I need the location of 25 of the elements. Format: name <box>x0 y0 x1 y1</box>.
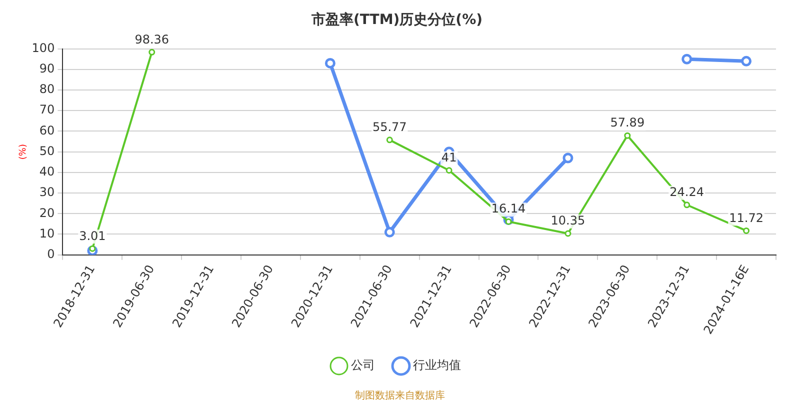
y-axis-title: (%) <box>18 144 29 160</box>
chart-title: 市盈率(TTM)历史分位(%) <box>310 11 482 28</box>
y-tick-label: 0 <box>47 246 55 261</box>
data-label: 16.14 <box>491 202 526 216</box>
data-label: 41 <box>441 150 457 164</box>
data-label: 98.36 <box>134 32 170 46</box>
y-tick-label: 70 <box>39 102 55 117</box>
data-label: 3.01 <box>79 228 106 243</box>
data-label: 24.24 <box>670 185 704 200</box>
data-label: 57.89 <box>610 116 645 130</box>
legend-label: 行业均值 <box>413 358 461 372</box>
text: 制图数据来自数据库 <box>355 390 445 400</box>
y-tick-label: 10 <box>39 226 55 240</box>
y-tick-label: 100 <box>32 40 55 55</box>
data-label: 10.35 <box>550 214 586 228</box>
y-tick-label: 40 <box>39 164 55 179</box>
y-tick-label: 80 <box>39 82 55 96</box>
y-tick-label: 90 <box>39 62 55 76</box>
y-tick-label: 30 <box>39 185 55 200</box>
y-tick-label: 20 <box>39 206 55 220</box>
data-label: 11.72 <box>729 210 764 225</box>
y-tick-label: 60 <box>39 123 55 138</box>
data-label: 55.77 <box>372 120 407 134</box>
y-tick-label: 50 <box>39 144 55 158</box>
legend-label: 公司 <box>351 358 375 372</box>
